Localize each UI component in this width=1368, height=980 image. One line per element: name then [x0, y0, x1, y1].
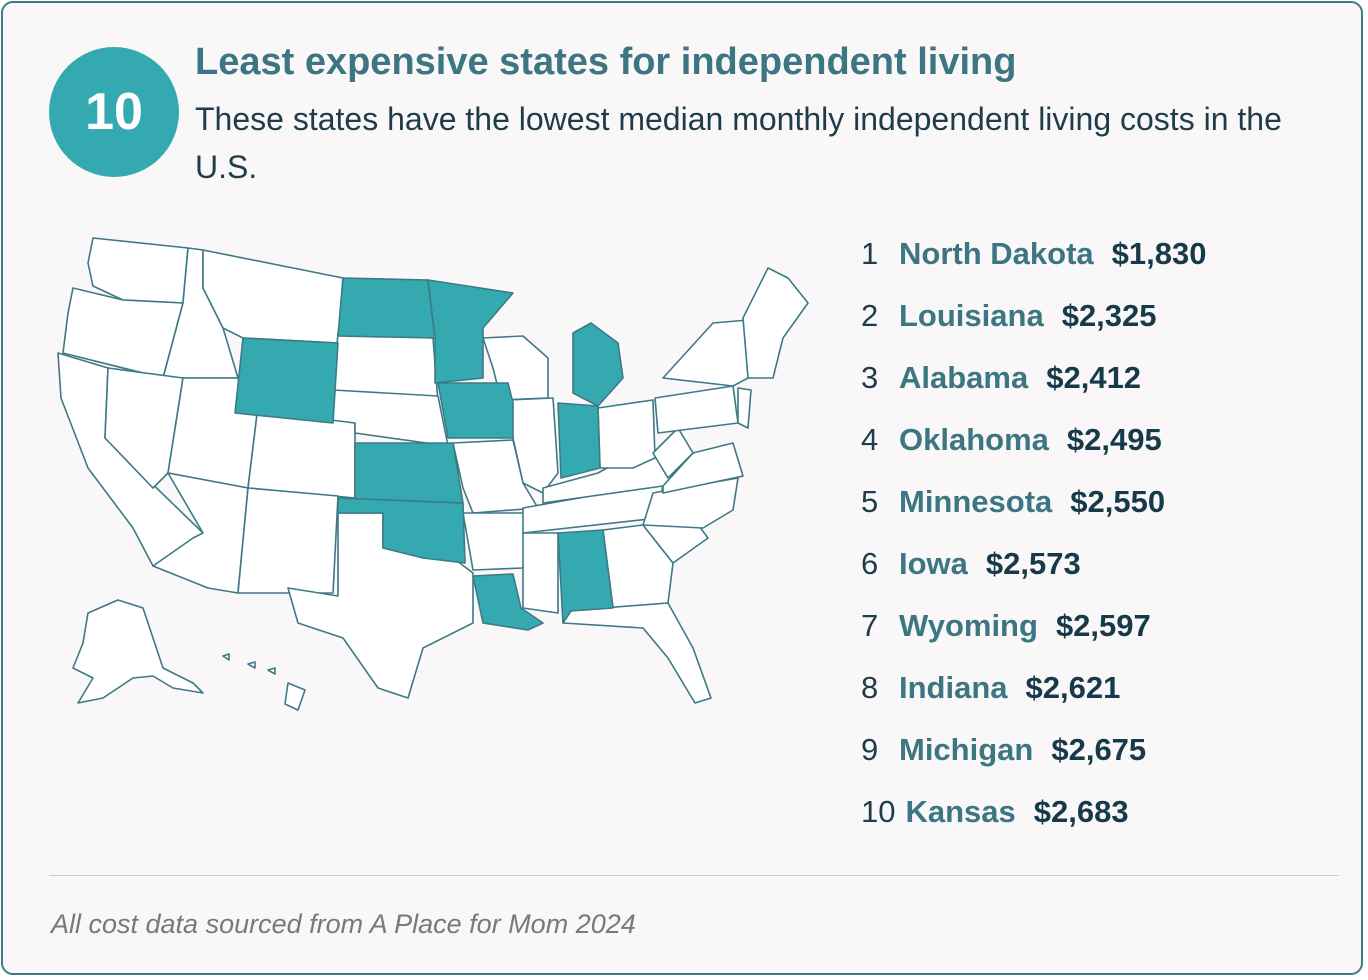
ranking-list: 1 North Dakota $1,830 2 Louisiana $2,325… [861, 223, 1206, 843]
map-state-nevada [104, 367, 184, 489]
rank-number: 7 [861, 608, 879, 643]
map-state-washington [87, 237, 189, 304]
source-note: All cost data sourced from A Place for M… [51, 909, 636, 939]
monthly-cost: $2,325 [1061, 298, 1157, 333]
monthly-cost: $2,597 [1055, 608, 1151, 643]
monthly-cost: $1,830 [1111, 236, 1207, 271]
map-state-iowa [437, 382, 514, 439]
map-state-arkansas [462, 512, 529, 571]
rank-number: 9 [861, 732, 879, 767]
rank-number: 6 [861, 546, 879, 581]
map-state-pennsylvania [654, 385, 739, 434]
rank-number: 3 [861, 360, 879, 395]
map-state-new-england [742, 267, 809, 379]
map-state-north-dakota [337, 277, 436, 339]
ranking-row: 5 Minnesota $2,550 [861, 471, 1206, 533]
monthly-cost: $2,683 [1033, 794, 1129, 829]
monthly-cost: $2,495 [1066, 422, 1162, 457]
monthly-cost: $2,573 [985, 546, 1081, 581]
monthly-cost: $2,550 [1070, 484, 1166, 519]
rank-number: 1 [861, 236, 879, 271]
map-state-west-virginia [652, 427, 694, 479]
state-name: Indiana [899, 670, 1008, 705]
count-badge: 10 [49, 47, 179, 177]
map-state-new-jersey [737, 387, 752, 429]
state-name: Wyoming [899, 608, 1038, 643]
map-state-indiana [557, 402, 601, 479]
rank-number: 2 [861, 298, 879, 333]
page-title: Least expensive states for independent l… [195, 41, 1017, 83]
page-subtitle: These states have the lowest median mont… [195, 101, 1282, 185]
monthly-cost: $2,675 [1051, 732, 1147, 767]
monthly-cost: $2,621 [1025, 670, 1121, 705]
map-state-wyoming [234, 337, 339, 424]
map-state-ohio [597, 399, 656, 469]
state-name: North Dakota [899, 236, 1094, 271]
rank-number: 5 [861, 484, 879, 519]
map-state-minnesota [427, 279, 514, 384]
map-state-montana [202, 249, 344, 344]
ranking-row: 8 Indiana $2,621 [861, 657, 1206, 719]
monthly-cost: $2,412 [1046, 360, 1142, 395]
map-state-alabama [557, 529, 614, 624]
ranking-row: 4 Oklahoma $2,495 [861, 409, 1206, 471]
state-name: Kansas [905, 794, 1016, 829]
state-name: Alabama [899, 360, 1029, 395]
map-state-kansas [354, 442, 464, 504]
state-name: Minnesota [899, 484, 1053, 519]
state-name: Michigan [899, 732, 1034, 767]
ranking-row: 1 North Dakota $1,830 [861, 223, 1206, 285]
state-name: Oklahoma [899, 422, 1049, 457]
state-name: Louisiana [899, 298, 1044, 333]
map-state-florida [562, 602, 712, 704]
ranking-row: 3 Alabama $2,412 [861, 347, 1206, 409]
us-map [57, 237, 809, 711]
ranking-row: 10 Kansas $2,683 [861, 781, 1206, 843]
map-state-louisiana [472, 573, 544, 631]
ranking-row: 7 Wyoming $2,597 [861, 595, 1206, 657]
ranking-row: 6 Iowa $2,573 [861, 533, 1206, 595]
state-name: Iowa [899, 546, 968, 581]
map-state-new-mexico [237, 487, 339, 594]
ranking-row: 2 Louisiana $2,325 [861, 285, 1206, 347]
map-state-alaska [72, 599, 204, 704]
rank-number: 8 [861, 670, 879, 705]
map-state-mississippi [522, 532, 559, 614]
map-state-new-york [662, 319, 749, 387]
map-state-oklahoma [337, 497, 466, 564]
rank-number: 10 [861, 794, 896, 829]
map-state-hawaii [222, 653, 306, 711]
ranking-row: 9 Michigan $2,675 [861, 719, 1206, 781]
map-state-michigan [572, 322, 624, 407]
rank-number: 4 [861, 422, 879, 457]
footer-divider [49, 875, 1339, 876]
